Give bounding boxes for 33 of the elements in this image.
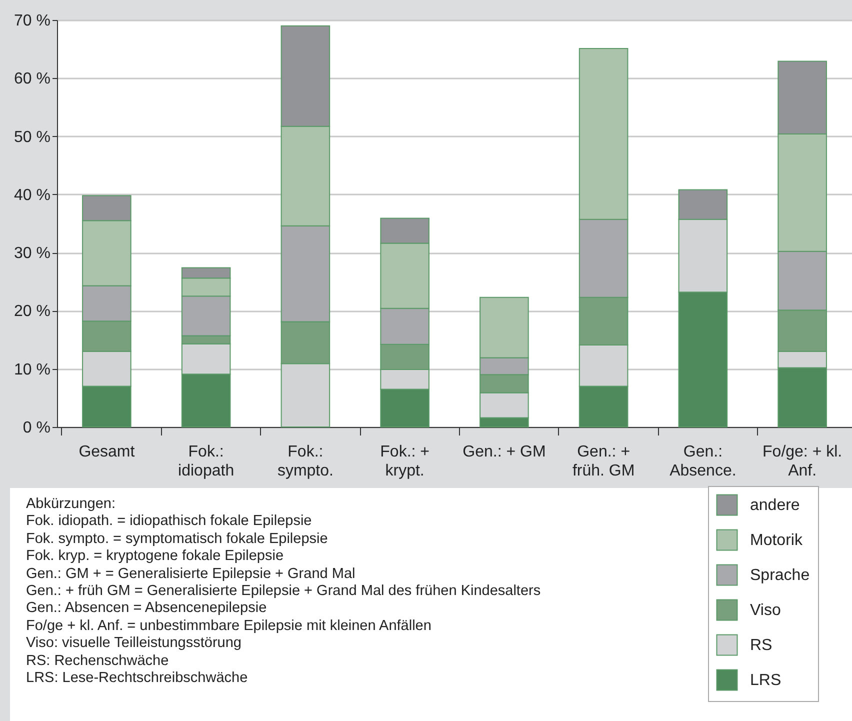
legend-label: LRS [750,672,782,689]
legend-label: RS [750,637,772,654]
x-tick-label: Gen.: + früh. GM [572,444,635,480]
y-tick-label: 30 % [14,245,50,262]
legend-label: Motorik [750,532,804,549]
y-tick-label: 0 % [22,420,50,436]
text: Fok. kryp. = kryptogene fokale Epilepsie [26,548,285,566]
text: Gen.: Absencen = Absencenepilepsie [26,600,268,618]
y-tick-label: 20 % [14,303,50,320]
legend-label: Sprache [750,567,810,584]
text: Gen.: + früh GM = Generalisierte Epilepsie + Grand Mal des frühen Kindesalters [26,583,541,600]
y-tick-label: 70 % [14,12,50,30]
y-tick-label: 40 % [14,186,50,204]
text: Fo/ge + kl. Anf. = unbestimmbare Epilepsie mit kleinen Anfällen [26,618,432,636]
text: Fok. idiopath. = idiopathisch fokale Epilepsie [26,513,313,531]
y-tick-label: 50 % [14,128,50,146]
text: Gen.: GM + = Generalisierte Epilepsie + Grand Mal [26,566,356,584]
x-tick-label: Fok.: sympto. [277,444,334,480]
x-tick-label: Fok.: + krypt. [380,444,430,480]
legend-label: andere [750,497,800,514]
text: Abkürzungen: [26,496,116,514]
y-tick-label: 60 % [14,70,50,88]
x-tick-label: Gesamt [78,444,136,460]
x-tick-label: Fo/ge: + kl. Anf. [762,444,842,480]
y-tick-label: 10 % [14,361,50,378]
x-tick-label: Gen.: + GM [462,444,546,460]
text: Fok. sympto. = symptomatisch fokale Epilepsie [26,530,329,548]
legend-label: Viso [750,602,781,619]
text: RS: Rechenschwäche [26,652,170,670]
text: LRS: Lese-Rechtschreibschwäche [26,670,249,688]
x-tick-label: Gen.: Absence. [670,444,736,480]
text: Viso: visuelle Teilleistungsstörung [26,635,242,653]
x-tick-label: Fok.: idiopath [178,444,234,480]
